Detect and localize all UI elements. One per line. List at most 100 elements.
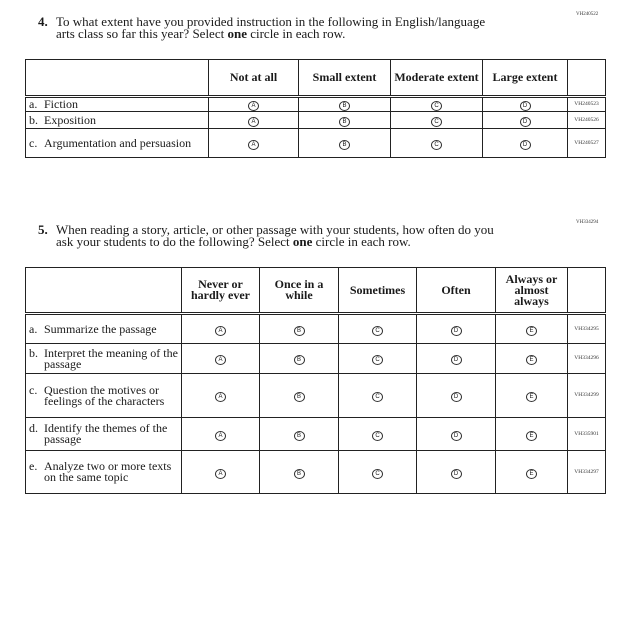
response-bubble-c[interactable]: C <box>372 355 383 365</box>
response-bubble-e[interactable]: E <box>526 392 537 402</box>
response-cell: B <box>298 96 391 112</box>
response-bubble-b[interactable]: B <box>293 392 305 402</box>
row-text: Identify the themes of the passage <box>44 421 168 446</box>
response-bubble-a[interactable]: A <box>215 468 226 479</box>
response-cell: A <box>181 373 260 418</box>
response-cell: C <box>338 450 417 494</box>
q4-column-header: Not at all <box>208 59 299 97</box>
row-item-code: VH334296 <box>567 343 606 374</box>
response-cell: B <box>298 128 391 158</box>
response-bubble-c[interactable]: C <box>372 468 383 479</box>
response-bubble-c[interactable]: C <box>431 139 442 150</box>
row-text: Analyze two or more texts on the same to… <box>44 459 172 484</box>
row-item-code: VH240526 <box>567 111 606 129</box>
row-item-code: VH334295 <box>567 313 606 344</box>
q5-prompt: 5. When reading a story, article, or othe… <box>38 222 494 249</box>
response-bubble-c[interactable]: C <box>431 101 442 111</box>
q4-prompt: 4. To what extent have you provided instr… <box>38 15 485 41</box>
row-letter: b. <box>29 112 38 127</box>
response-bubble-d[interactable]: D <box>450 355 462 365</box>
q5-row: a. Summarize the passage A B C D E VH334295 <box>25 313 606 344</box>
q5-row: b. Interpret the meaning of the passage A B… <box>25 343 606 374</box>
response-bubble-d[interactable]: D <box>519 101 531 111</box>
response-cell: B <box>259 343 339 374</box>
response-bubble-b[interactable]: B <box>293 325 305 336</box>
response-bubble-a[interactable]: A <box>215 430 226 441</box>
response-bubble-c[interactable]: C <box>372 430 383 441</box>
q4-prompt-emphasis: one <box>227 26 247 41</box>
response-bubble-d[interactable]: D <box>519 116 531 127</box>
response-bubble-c[interactable]: C <box>431 116 442 127</box>
q5-header-blank <box>25 267 182 314</box>
q4-column-header: Large extent <box>482 59 568 97</box>
response-cell: A <box>208 111 299 129</box>
q4-header-blank <box>25 59 209 97</box>
row-label: a. Fiction <box>25 96 209 112</box>
response-bubble-d[interactable]: D <box>450 325 462 336</box>
response-bubble-e[interactable]: E <box>526 430 537 441</box>
response-cell: B <box>298 111 391 129</box>
response-bubble-a[interactable]: A <box>215 325 226 336</box>
q5-number: 5. <box>38 222 48 237</box>
response-bubble-b[interactable]: B <box>339 139 350 150</box>
response-cell: D <box>416 417 496 451</box>
q4-header-code-col <box>567 59 606 97</box>
response-cell: C <box>390 111 483 129</box>
response-bubble-e[interactable]: E <box>526 355 537 365</box>
row-label: e. Analyze two or more texts on the same … <box>25 450 182 494</box>
row-label: d. Identify the themes of the passage <box>25 417 182 451</box>
response-bubble-a[interactable]: A <box>215 355 226 365</box>
q4-column-header: Small extent <box>298 59 391 97</box>
response-cell: C <box>338 417 417 451</box>
row-item-code: VH240527 <box>567 128 606 158</box>
q4-row: a. Fiction A B C D VH240523 <box>25 96 606 112</box>
response-bubble-c[interactable]: C <box>372 325 383 336</box>
response-bubble-e[interactable]: E <box>526 325 537 336</box>
response-cell: E <box>495 343 568 374</box>
q5-prompt-emphasis: one <box>292 234 313 249</box>
q5-header-code-col <box>567 267 606 314</box>
q4-row: b. Exposition A B C D VH240526 <box>25 111 606 129</box>
response-bubble-d[interactable]: D <box>450 392 462 402</box>
response-cell: E <box>495 417 568 451</box>
q5-row: d. Identify the themes of the passage A B C D… <box>25 417 606 451</box>
response-bubble-c[interactable]: C <box>372 392 383 402</box>
response-cell: D <box>482 111 568 129</box>
response-bubble-a[interactable]: A <box>248 116 259 127</box>
q5-column-header: Never or hardly ever <box>181 267 260 314</box>
row-text: Argumentation and persuasion <box>44 135 192 150</box>
row-text: Exposition <box>44 112 97 127</box>
response-cell: C <box>390 96 483 112</box>
q4-row: c. Argumentation and persuasion A B C D VH2405… <box>25 128 606 158</box>
response-bubble-b[interactable]: B <box>339 101 350 111</box>
q5-column-header: Often <box>416 267 496 314</box>
row-label: c. Argumentation and persuasion <box>25 128 209 158</box>
row-label: a. Summarize the passage <box>25 313 182 344</box>
row-item-code: VH335901 <box>567 417 606 451</box>
row-letter: c. <box>29 382 38 397</box>
response-bubble-a[interactable]: A <box>215 392 226 402</box>
response-cell: A <box>181 417 260 451</box>
response-cell: A <box>181 343 260 374</box>
response-bubble-d[interactable]: D <box>450 430 462 441</box>
response-cell: E <box>495 373 568 418</box>
row-letter: d. <box>29 421 38 435</box>
q5-table: Never or hardly ever Once in a while Somet… <box>25 267 606 494</box>
response-cell: B <box>259 373 339 418</box>
q5-row: c. Question the motives or feelings of th… <box>25 373 606 418</box>
response-bubble-b[interactable]: B <box>293 430 305 441</box>
row-item-code: VH240523 <box>567 96 606 112</box>
response-cell: D <box>482 96 568 112</box>
q4-item-code: VH240522 <box>576 12 599 17</box>
response-bubble-e[interactable]: E <box>526 468 537 479</box>
response-bubble-a[interactable]: A <box>248 139 259 150</box>
response-bubble-d[interactable]: D <box>450 468 462 479</box>
response-bubble-d[interactable]: D <box>519 139 531 150</box>
response-bubble-a[interactable]: A <box>248 101 259 111</box>
response-bubble-b[interactable]: B <box>293 355 305 365</box>
response-bubble-b[interactable]: B <box>293 468 305 479</box>
q4-prompt-line2-end: circle in each row. <box>246 26 346 41</box>
response-cell: C <box>338 373 417 418</box>
response-cell: D <box>416 343 496 374</box>
response-bubble-b[interactable]: B <box>339 116 350 127</box>
